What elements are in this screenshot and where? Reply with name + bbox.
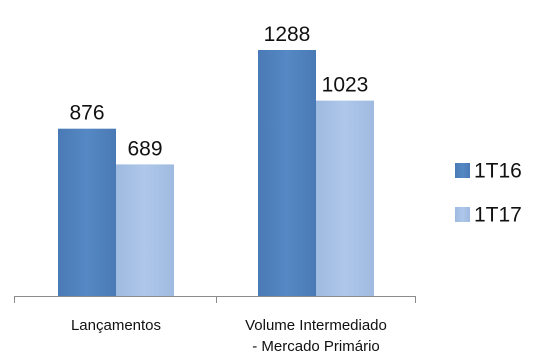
- category-label-line: - Mercado Primário: [252, 338, 380, 355]
- legend-label-1t17: 1T17: [474, 204, 522, 227]
- bar-1t16-1: [58, 128, 116, 296]
- bar-1t17-1: [116, 164, 174, 296]
- category-label-1: Lançamentos: [71, 317, 161, 334]
- category-label-2: Volume Intermediado - Mercado Primário: [245, 317, 387, 355]
- bars-layer: [58, 50, 374, 296]
- category-label-line: Lançamentos: [71, 317, 161, 334]
- category-label-line: Volume Intermediado: [245, 317, 387, 334]
- value-label-1t16-1: 876: [69, 102, 104, 125]
- legend-swatch-1t17: [455, 207, 470, 222]
- value-labels-layer: 876 1288 689 1023: [69, 23, 368, 160]
- legend-swatch-1t16: [455, 163, 470, 178]
- category-labels: Lançamentos Volume Intermediado - Mercado …: [71, 317, 387, 355]
- bar-1t16-2: [258, 50, 316, 296]
- value-label-1t17-1: 689: [127, 137, 162, 160]
- legend-label-1t16: 1T16: [474, 160, 522, 183]
- bar-1t17-2: [316, 100, 374, 296]
- legend: 1T16 1T17: [455, 160, 522, 227]
- value-label-1t17-2: 1023: [322, 74, 369, 97]
- value-label-1t16-2: 1288: [264, 23, 311, 46]
- x-axis-ticks: [14, 296, 416, 303]
